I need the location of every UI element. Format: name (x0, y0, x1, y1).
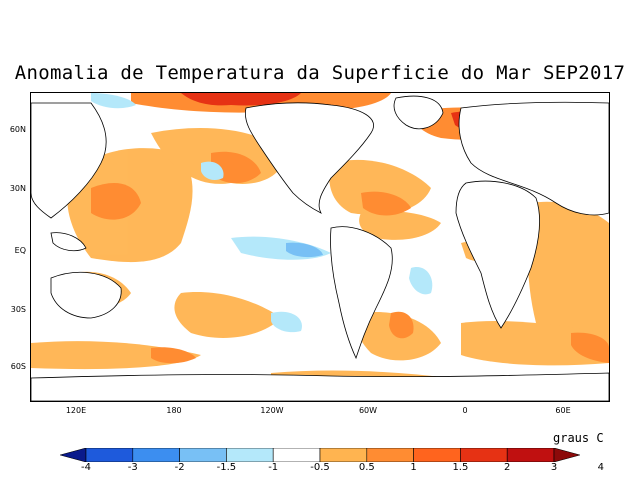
colorbar-tick-label: -0.5 (310, 462, 330, 473)
continents (31, 95, 609, 401)
colorbar-segment (85, 448, 134, 462)
lon-label-60w: 60W (358, 406, 378, 415)
lat-label-60s: 60S (10, 362, 26, 371)
colorbar-tick-label: 0.5 (358, 462, 375, 473)
lat-label-60n: 60N (9, 125, 26, 134)
south-america (330, 226, 393, 360)
maritime-continent (50, 232, 87, 252)
colorbar-tick-label: 4 (597, 462, 604, 473)
colorbar-segment (272, 448, 321, 462)
antarctica (31, 372, 609, 401)
colorbar-segment (60, 448, 87, 462)
colorbar-tick-label: 3 (550, 462, 558, 473)
lon-label-120e: 120E (65, 406, 87, 415)
colorbar-segment (366, 448, 414, 462)
asia-east (31, 102, 107, 219)
colorbar-tick-label: 2 (504, 462, 511, 473)
lat-label-30s: 30S (10, 305, 26, 314)
lon-label-180: 180 (166, 406, 182, 415)
colorbar-segment (413, 448, 461, 462)
europe-asia (458, 101, 609, 216)
lon-label-60e: 60E (555, 406, 571, 415)
colorbar-segment (132, 448, 180, 462)
colorbar-tick-label: -3 (127, 462, 138, 473)
cool-anomaly (91, 93, 433, 333)
colorbar-segment (226, 448, 274, 462)
colorbar-segment (506, 448, 555, 462)
map-canvas (31, 93, 609, 401)
lat-label-eq: EQ (14, 246, 26, 255)
greenland (393, 95, 444, 130)
colorbar-tick-label: -4 (81, 462, 91, 473)
colorbar-segment (460, 448, 508, 462)
colorbar-tick-label: -2 (174, 462, 185, 473)
colorbar-segment (319, 448, 368, 462)
lon-label-120w: 120W (260, 406, 284, 415)
africa (455, 180, 540, 329)
colorbar-segment (179, 448, 227, 462)
lat-label-30n: 30N (9, 184, 26, 193)
colorbar-tick-label: -1 (268, 462, 279, 473)
colorbar-segment (553, 448, 580, 462)
lon-label-0: 0 (462, 406, 468, 415)
units-label: graus C (553, 431, 604, 445)
map-title: Anomalia de Temperatura da Superficie do… (14, 62, 626, 84)
north-america (244, 102, 374, 214)
colorbar-tick-label: -1.5 (216, 462, 237, 473)
australia (50, 271, 122, 319)
colorbar (60, 448, 580, 462)
sst-anomaly-map (30, 92, 610, 402)
colorbar-tick-label: 1 (410, 462, 417, 473)
colorbar-tick-label: 1.5 (452, 462, 469, 473)
